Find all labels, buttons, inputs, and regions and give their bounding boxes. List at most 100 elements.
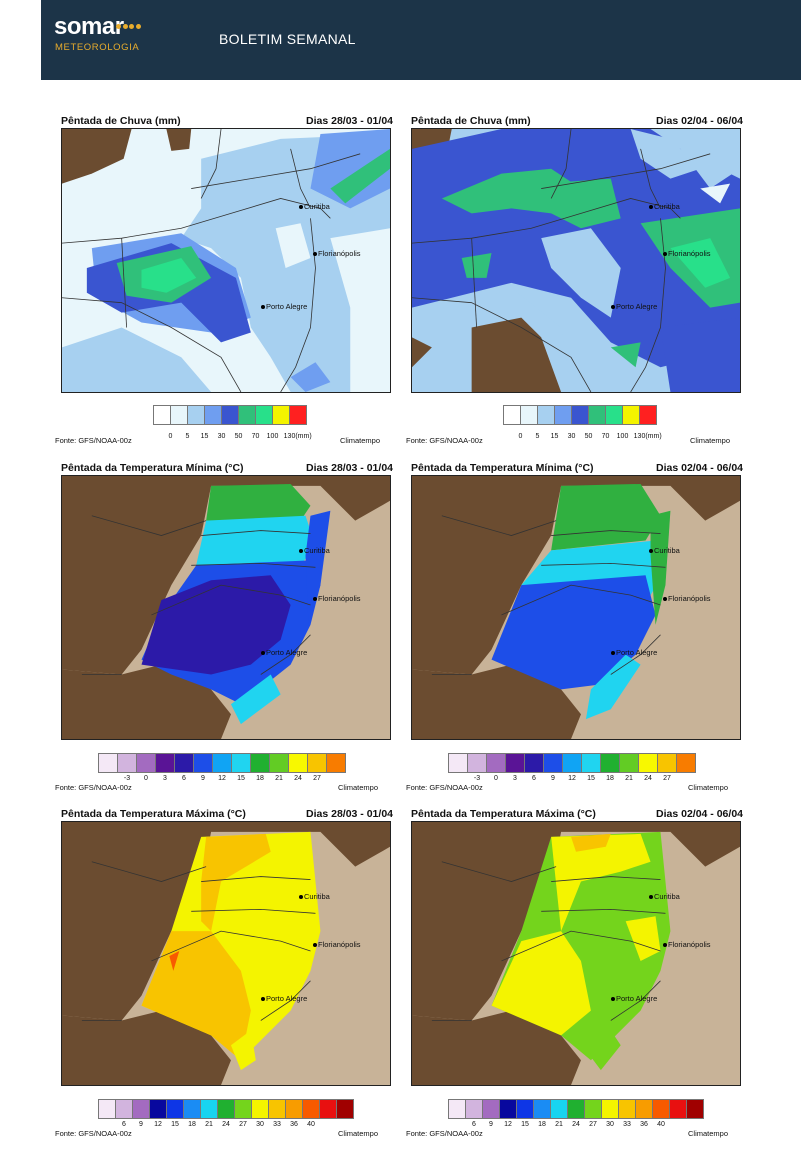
legend-swatch — [200, 1099, 218, 1119]
legend-swatch — [467, 753, 487, 773]
tmin-legend-2 — [448, 753, 696, 773]
logo-subtitle: METEOROLOGIA — [55, 42, 140, 53]
logo-dots-icon — [116, 16, 144, 29]
somar-logo: somar METEOROLOGIA — [54, 14, 154, 56]
rain-legend-1 — [153, 405, 307, 425]
legend-tick-label: 33 — [623, 1121, 631, 1128]
legend-swatch — [567, 1099, 585, 1119]
legend-swatch — [117, 753, 137, 773]
legend-tick-label: 9 — [551, 775, 555, 782]
legend-swatch — [638, 753, 658, 773]
source-label: Fonte: GFS/NOAA-00z — [55, 1129, 132, 1138]
legend-tick-label: 0 — [168, 433, 173, 440]
legend-tick-label: 6 — [122, 1121, 126, 1128]
legend-swatch — [686, 1099, 704, 1119]
city-marker-icon — [313, 943, 317, 948]
legend-swatch — [618, 1099, 636, 1119]
legend-tick-label: -3 — [123, 775, 131, 782]
legend-tick-label: 18 — [188, 1121, 196, 1128]
legend-swatch — [289, 405, 307, 425]
legend-swatch — [669, 1099, 687, 1119]
legend-swatch — [272, 405, 290, 425]
legend-swatch — [231, 753, 251, 773]
panel-dates: Dias 28/03 - 01/04 — [306, 808, 393, 820]
legend-swatch — [448, 753, 468, 773]
city-marker-icon — [299, 205, 303, 210]
legend-tick-label: 5 — [185, 433, 190, 440]
city-marker-icon — [313, 252, 317, 257]
city-marker-icon — [611, 651, 615, 656]
legend-swatch — [619, 753, 639, 773]
city-name: Curitiba — [304, 892, 330, 901]
legend-tick-label: 50 — [584, 433, 593, 440]
city-name: Porto Alegre — [266, 994, 308, 1003]
panel-title: Pêntada da Temperatura Máxima (°C) — [411, 808, 596, 820]
legend-swatch — [562, 753, 582, 773]
legend-unit-label: (mm) — [295, 433, 312, 440]
legend-tick-label: 24 — [572, 1121, 580, 1128]
legend-swatch — [153, 405, 171, 425]
city-name: Florianópolis — [318, 594, 361, 603]
legend-swatch — [533, 1099, 551, 1119]
city-marker-icon — [611, 997, 615, 1002]
legend-swatch — [174, 753, 194, 773]
legend-tick-label: 36 — [640, 1121, 648, 1128]
legend-tick-label: 12 — [218, 775, 226, 782]
city-marker-icon — [261, 651, 265, 656]
legend-swatch — [115, 1099, 133, 1119]
city-label-porto-alegre: Porto Alegre — [611, 994, 657, 1003]
legend-tick-label: 15 — [237, 775, 245, 782]
city-label-porto-alegre: Porto Alegre — [611, 302, 657, 311]
legend-tick-label: 36 — [290, 1121, 298, 1128]
city-label-porto-alegre: Porto Alegre — [261, 994, 307, 1003]
credit-label: Climatempo — [688, 1129, 729, 1138]
credit-label: Climatempo — [690, 436, 731, 445]
legend-tick-label: 30 — [606, 1121, 614, 1128]
legend-swatch — [505, 753, 525, 773]
legend-tick-label: 40 — [657, 1121, 665, 1128]
legend-tick-label: 30 — [217, 433, 226, 440]
legend-unit-label: (mm) — [645, 433, 662, 440]
tmin-legend-ticks-2: -3 0 3 6 9 12 15 18 21 24 27 — [448, 775, 708, 785]
source-label: Fonte: GFS/NOAA-00z — [406, 783, 483, 792]
tmax-legend-ticks-1: 6 9 12 15 18 21 24 27 30 33 36 40 — [98, 1121, 358, 1131]
city-name: Florianópolis — [318, 249, 361, 258]
city-marker-icon — [649, 895, 653, 900]
tmax-map-2 — [411, 821, 741, 1086]
legend-swatch — [187, 405, 205, 425]
legend-tick-label: 9 — [489, 1121, 493, 1128]
legend-swatch — [635, 1099, 653, 1119]
legend-tick-label: 130 — [633, 433, 646, 440]
legend-tick-label: 12 — [568, 775, 576, 782]
city-name: Curitiba — [654, 546, 680, 555]
legend-tick-label: 12 — [504, 1121, 512, 1128]
legend-swatch — [268, 1099, 286, 1119]
legend-swatch — [571, 405, 589, 425]
legend-tick-label: 6 — [182, 775, 186, 782]
city-label-curitiba: Curitiba — [649, 892, 680, 901]
legend-tick-label: 70 — [251, 433, 260, 440]
legend-tick-label: 130 — [283, 433, 296, 440]
city-name: Porto Alegre — [616, 302, 658, 311]
legend-swatch — [269, 753, 289, 773]
rain-map-1 — [61, 128, 391, 393]
legend-tick-label: 70 — [601, 433, 610, 440]
legend-tick-label: 50 — [234, 433, 243, 440]
tmax-map-1 — [61, 821, 391, 1086]
city-name: Curitiba — [304, 202, 330, 211]
legend-swatch — [217, 1099, 235, 1119]
legend-tick-label: 15 — [550, 433, 559, 440]
city-label-florianopolis: Florianópolis — [313, 249, 361, 258]
panel-dates: Dias 02/04 - 06/04 — [656, 462, 743, 474]
page-title: BOLETIM SEMANAL — [219, 31, 356, 47]
city-label-curitiba: Curitiba — [299, 202, 330, 211]
legend-swatch — [255, 405, 273, 425]
legend-tick-label: 15 — [587, 775, 595, 782]
city-label-florianopolis: Florianópolis — [313, 594, 361, 603]
city-marker-icon — [649, 205, 653, 210]
rain-legend-ticks-2: 0 5 15 30 50 70 100 130 (mm) — [503, 433, 663, 443]
legend-tick-label: 18 — [538, 1121, 546, 1128]
legend-tick-label: 18 — [256, 775, 264, 782]
legend-swatch — [285, 1099, 303, 1119]
legend-swatch — [581, 753, 601, 773]
